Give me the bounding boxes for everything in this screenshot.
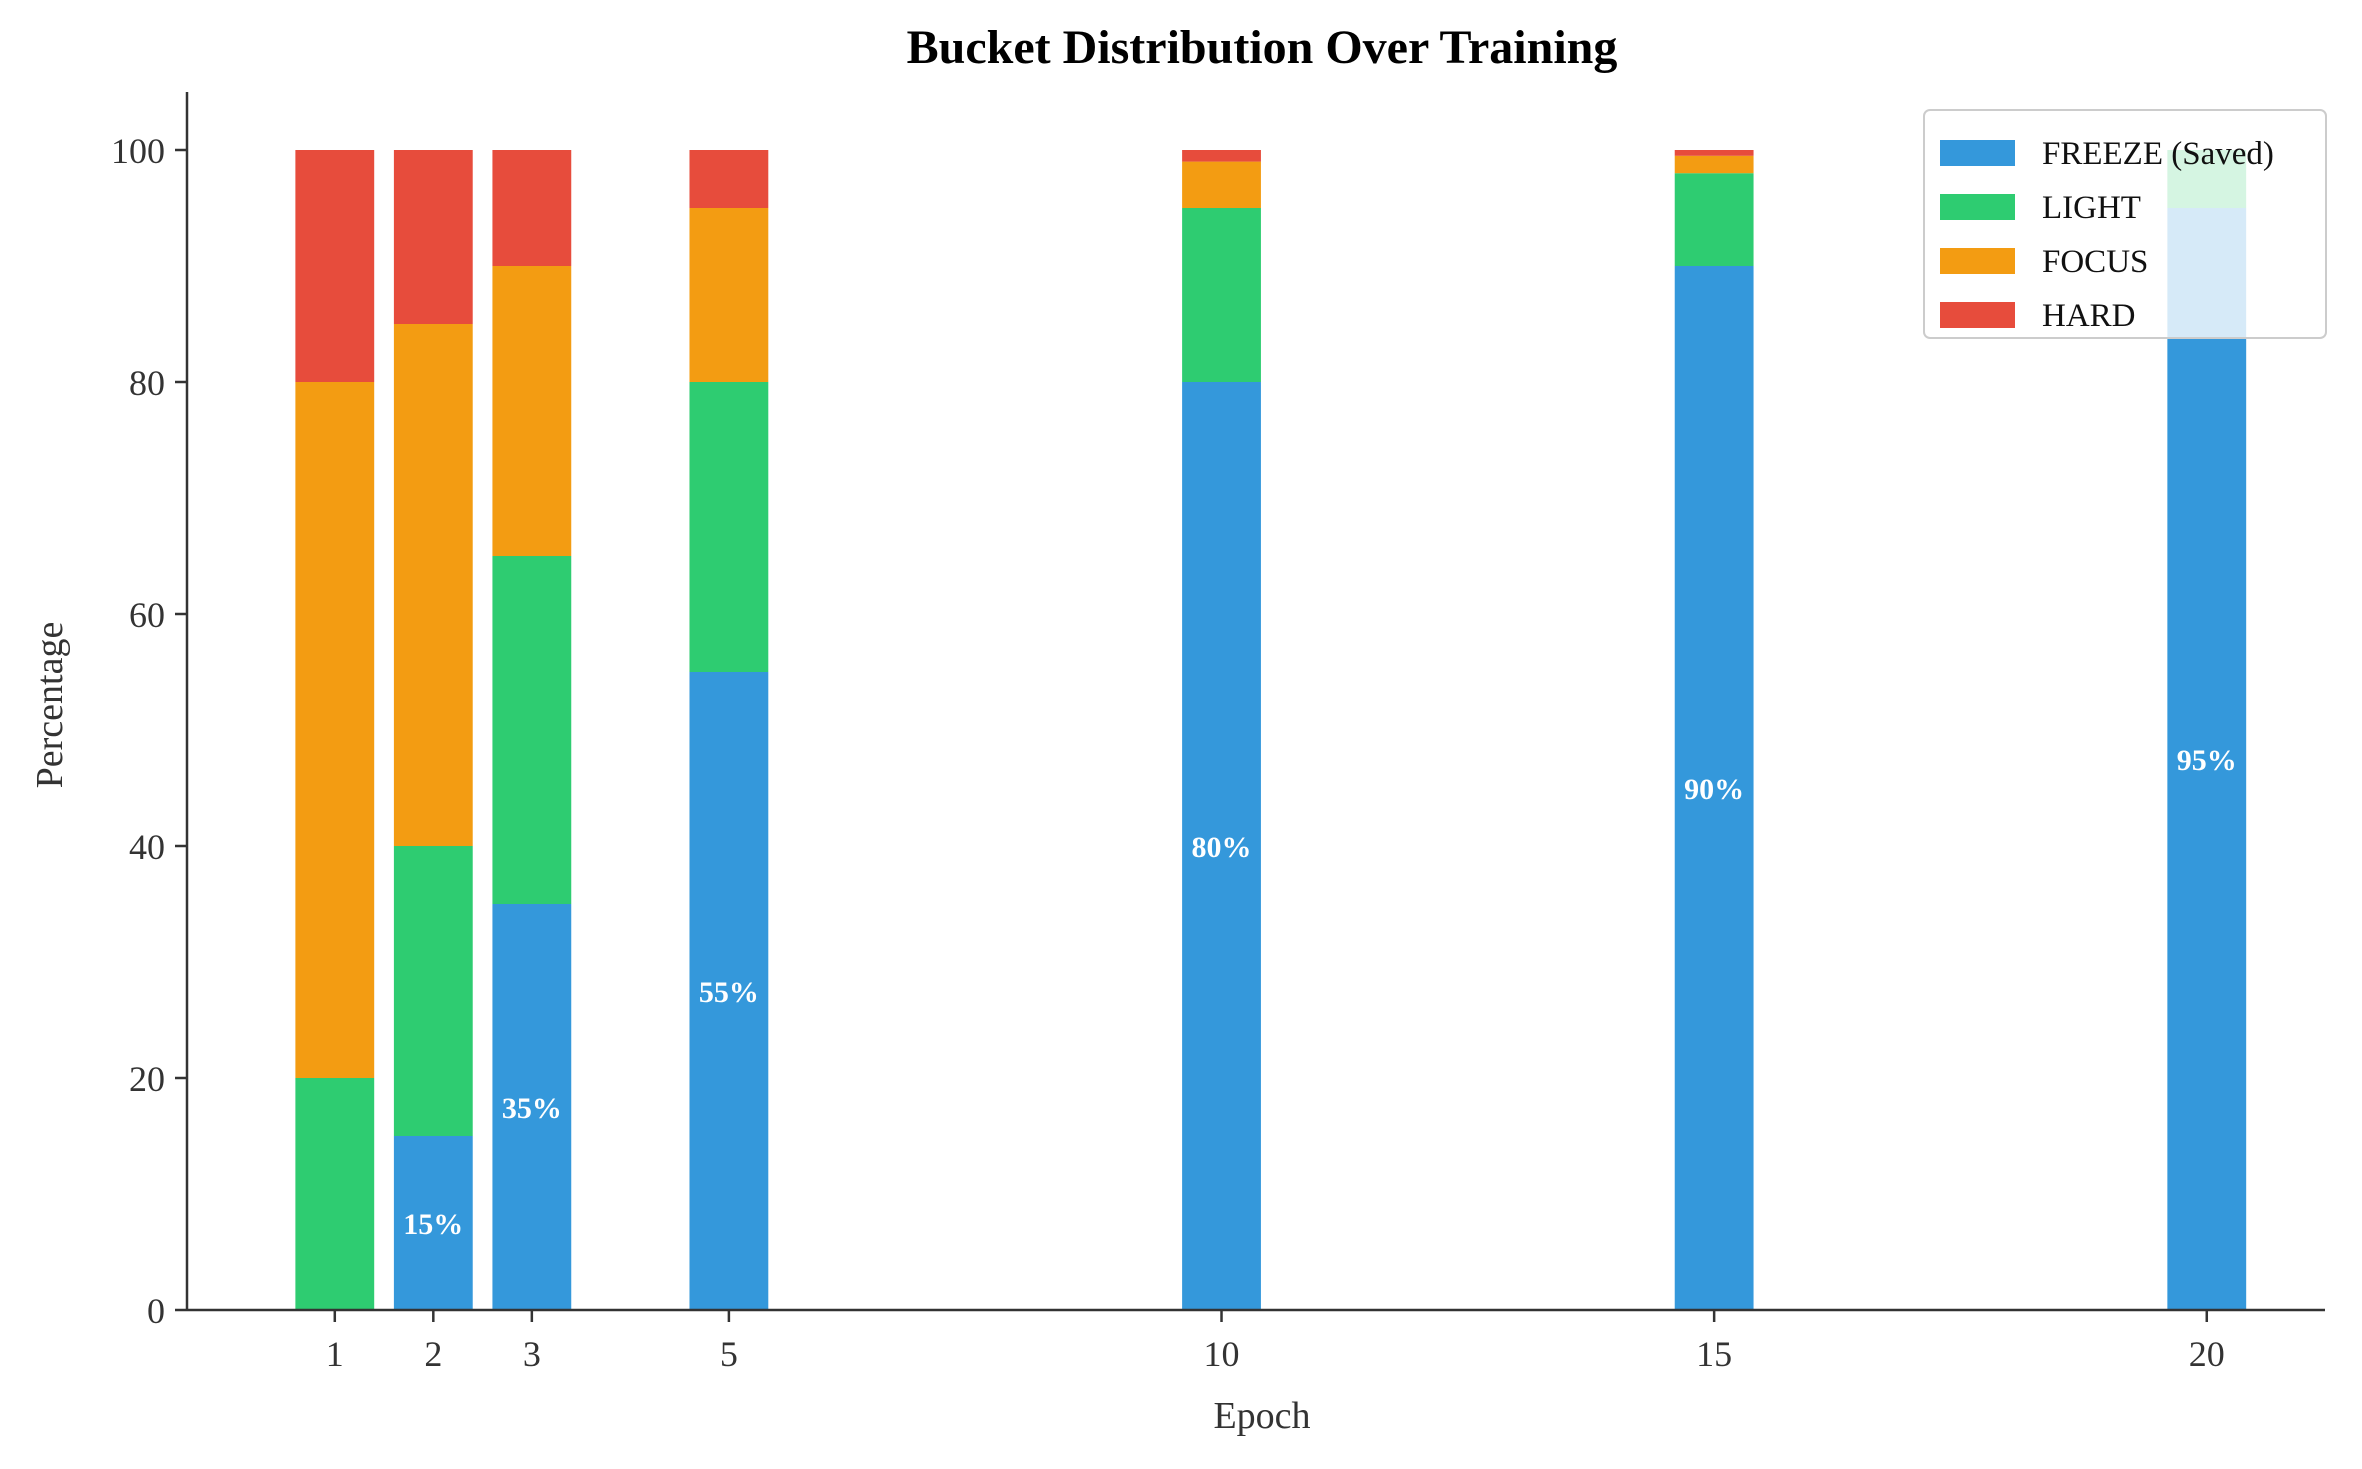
data-labels-layer: 15% 35% 55% 80% 90% 95% bbox=[403, 744, 2236, 1241]
legend-swatch-focus bbox=[1940, 248, 2015, 274]
bar-focus-epoch-5 bbox=[689, 208, 769, 382]
bar-light-epoch-3 bbox=[492, 556, 572, 904]
bar-hard-epoch-10 bbox=[1182, 150, 1261, 162]
bar-focus-epoch-3 bbox=[492, 266, 572, 556]
data-label-epoch-15: 90% bbox=[1684, 773, 1744, 806]
data-label-epoch-10: 80% bbox=[1192, 831, 1252, 864]
bar-light-epoch-1 bbox=[295, 1078, 375, 1310]
bar-hard-epoch-5 bbox=[689, 150, 769, 208]
axes-layer: 0 20 40 60 80 100 1 2 3 5 10 15 20 bbox=[111, 92, 2325, 1374]
bar-freeze-saved-epoch-5 bbox=[689, 672, 769, 1310]
data-label-epoch-3: 35% bbox=[502, 1092, 562, 1125]
bar-freeze-saved-epoch-3 bbox=[492, 904, 572, 1310]
bar-hard-epoch-15 bbox=[1674, 150, 1754, 156]
bar-hard-epoch-2 bbox=[393, 150, 473, 324]
chart-title: Bucket Distribution Over Training bbox=[907, 21, 1618, 74]
x-tick-label: 5 bbox=[720, 1334, 738, 1374]
bar-hard-epoch-1 bbox=[295, 150, 375, 382]
bar-focus-epoch-15 bbox=[1674, 155, 1754, 174]
y-axis-label: Percentage bbox=[29, 622, 71, 789]
legend-swatch-light bbox=[1940, 194, 2015, 220]
bar-focus-epoch-10 bbox=[1182, 161, 1261, 208]
legend-label: FOCUS bbox=[2042, 244, 2148, 280]
legend: FREEZE (Saved) LIGHT FOCUS HARD bbox=[1923, 109, 2327, 339]
y-tick-label: 0 bbox=[147, 1291, 165, 1331]
y-tick-label: 80 bbox=[129, 363, 165, 403]
bar-light-epoch-5 bbox=[689, 382, 769, 672]
bar-freeze-saved-epoch-15 bbox=[1674, 266, 1754, 1310]
y-tick-label: 20 bbox=[129, 1059, 165, 1099]
data-label-epoch-5: 55% bbox=[699, 976, 759, 1009]
y-tick-label: 60 bbox=[129, 595, 165, 635]
bar-focus-epoch-1 bbox=[295, 382, 375, 1078]
y-tick-label: 40 bbox=[129, 827, 165, 867]
bar-focus-epoch-2 bbox=[393, 324, 473, 846]
bar-light-epoch-10 bbox=[1182, 208, 1261, 382]
legend-label: FREEZE (Saved) bbox=[2042, 136, 2274, 172]
bar-freeze-saved-epoch-2 bbox=[393, 1136, 473, 1310]
legend-label: LIGHT bbox=[2042, 190, 2141, 226]
x-tick-label: 2 bbox=[424, 1334, 442, 1374]
x-axis-label: Epoch bbox=[1213, 1395, 1310, 1437]
bar-freeze-saved-epoch-10 bbox=[1182, 382, 1261, 1310]
legend-swatch-freeze-saved bbox=[1940, 140, 2015, 166]
legend-label: HARD bbox=[2042, 298, 2136, 334]
x-tick-label: 20 bbox=[2189, 1334, 2225, 1374]
bar-light-epoch-2 bbox=[393, 846, 473, 1136]
legend-box bbox=[1923, 109, 2327, 339]
bars-layer bbox=[295, 150, 2247, 1310]
legend-swatch-hard bbox=[1940, 302, 2015, 328]
bar-hard-epoch-3 bbox=[492, 150, 572, 266]
x-tick-label: 1 bbox=[326, 1334, 344, 1374]
bar-freeze-saved-epoch-20 bbox=[2167, 208, 2247, 1310]
x-tick-label: 3 bbox=[523, 1334, 541, 1374]
data-label-epoch-20: 95% bbox=[2177, 744, 2237, 777]
x-tick-label: 10 bbox=[1204, 1334, 1240, 1374]
x-tick-label: 15 bbox=[1696, 1334, 1732, 1374]
y-tick-label: 100 bbox=[111, 131, 165, 171]
bar-light-epoch-15 bbox=[1674, 173, 1754, 266]
data-label-epoch-2: 15% bbox=[403, 1208, 463, 1241]
